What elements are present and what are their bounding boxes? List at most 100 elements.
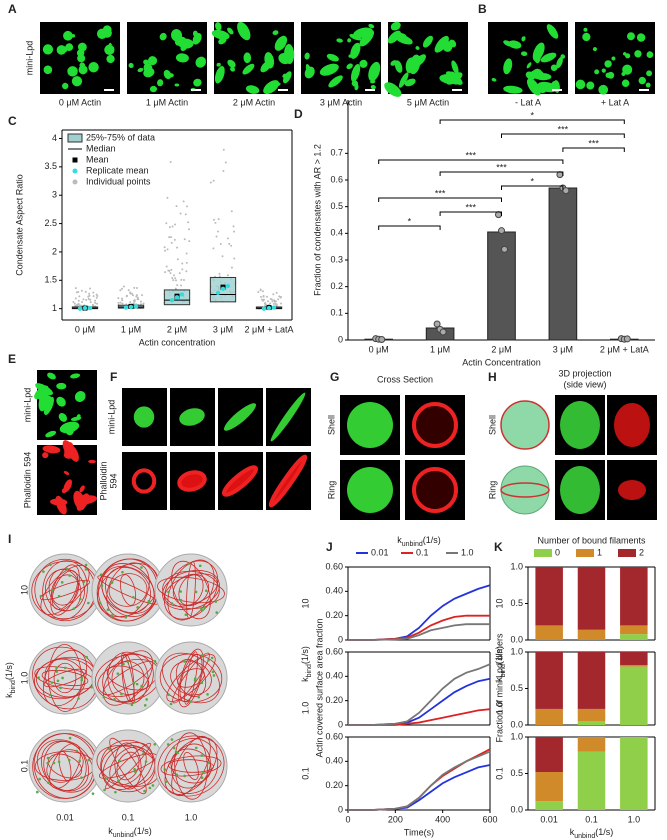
point-cloud bbox=[272, 302, 275, 305]
filament bbox=[106, 562, 150, 618]
significance-bracket bbox=[501, 185, 564, 190]
condensate bbox=[350, 42, 361, 59]
linker bbox=[104, 777, 108, 780]
replicate-point bbox=[433, 320, 441, 328]
replicate-point bbox=[623, 335, 631, 343]
x-tick-label: 2 μM + LatA bbox=[245, 324, 294, 334]
linker bbox=[170, 602, 174, 605]
replicate-point bbox=[378, 335, 386, 343]
simulation-sphere bbox=[91, 729, 165, 803]
condensate bbox=[326, 53, 339, 62]
y-tick-label: 0.4 bbox=[330, 228, 343, 238]
point-cloud bbox=[187, 221, 190, 224]
bar-segment bbox=[535, 708, 563, 725]
bar-segment bbox=[620, 567, 648, 626]
legend-swatch bbox=[72, 179, 78, 185]
significance-bracket bbox=[378, 225, 441, 230]
condensate bbox=[63, 471, 70, 475]
k-label: kbind(1/s) bbox=[494, 646, 506, 682]
filament bbox=[162, 652, 220, 704]
legend-title: Number of bound filaments bbox=[537, 535, 646, 545]
filament bbox=[101, 744, 155, 788]
linker bbox=[68, 736, 72, 740]
linker bbox=[39, 594, 43, 598]
k-sub: unbind bbox=[574, 833, 595, 840]
linker bbox=[136, 606, 139, 609]
replicate-mean bbox=[87, 305, 93, 311]
x-tick-label: 600 bbox=[482, 814, 497, 824]
bar bbox=[548, 187, 578, 341]
linker bbox=[200, 754, 204, 757]
linker bbox=[175, 773, 179, 777]
significance-label: * bbox=[530, 176, 534, 186]
bar-segment bbox=[620, 666, 648, 725]
linker bbox=[55, 666, 58, 669]
k-sub: bind bbox=[306, 664, 313, 677]
condensate bbox=[350, 64, 361, 82]
filament bbox=[44, 658, 86, 698]
point-cloud bbox=[140, 300, 143, 303]
label: F bbox=[110, 370, 117, 384]
point-cloud bbox=[165, 265, 168, 268]
y-tick-label: 0.5 bbox=[510, 683, 523, 693]
point-cloud bbox=[222, 170, 225, 173]
linker bbox=[49, 563, 52, 567]
linker bbox=[200, 607, 203, 610]
condensate bbox=[79, 485, 85, 493]
point-cloud bbox=[172, 279, 175, 282]
condensate bbox=[422, 35, 433, 48]
condensate bbox=[534, 73, 552, 81]
linker bbox=[142, 752, 145, 755]
condensate bbox=[336, 38, 343, 43]
linker bbox=[201, 653, 204, 657]
condensate bbox=[503, 40, 513, 47]
point-cloud bbox=[273, 300, 276, 303]
linker bbox=[36, 790, 39, 794]
point-cloud bbox=[80, 304, 83, 307]
k-unit: (1/s) bbox=[494, 646, 504, 664]
linker bbox=[79, 597, 82, 601]
filament bbox=[164, 737, 218, 795]
label: Cross Section bbox=[377, 374, 433, 384]
point-cloud bbox=[181, 268, 184, 271]
label: 2 μM Actin bbox=[233, 97, 275, 107]
label: 0.01 bbox=[56, 812, 74, 822]
point-cloud bbox=[72, 301, 75, 304]
series-line bbox=[348, 663, 491, 726]
point-cloud bbox=[175, 279, 178, 282]
point-cloud bbox=[221, 255, 224, 258]
filament bbox=[109, 737, 147, 795]
condensate bbox=[43, 396, 55, 416]
linker bbox=[110, 614, 114, 617]
point-cloud bbox=[233, 257, 236, 260]
bar-segment bbox=[535, 652, 563, 709]
label: mini-Lpd bbox=[106, 400, 116, 435]
filament bbox=[157, 735, 225, 797]
point-cloud bbox=[228, 242, 231, 245]
replicate-mean bbox=[128, 304, 134, 310]
micrograph bbox=[122, 452, 167, 510]
replicate-mean bbox=[77, 306, 83, 311]
point-cloud bbox=[262, 299, 265, 302]
y-tick-label: 0.60 bbox=[325, 561, 343, 571]
significance-label: *** bbox=[496, 162, 507, 172]
linker bbox=[170, 738, 174, 741]
condensate bbox=[245, 85, 260, 94]
condensate bbox=[106, 54, 115, 64]
linker bbox=[118, 759, 121, 762]
point-cloud bbox=[163, 246, 166, 249]
bar-segment bbox=[577, 737, 606, 752]
point-cloud bbox=[85, 299, 88, 302]
legend-label: 1.0 bbox=[461, 547, 474, 557]
k: k bbox=[397, 535, 402, 545]
k-label: kunbind(1/s) bbox=[570, 827, 614, 839]
filament bbox=[178, 574, 204, 606]
condensate bbox=[521, 36, 526, 42]
point-cloud bbox=[169, 161, 172, 164]
point-cloud bbox=[82, 298, 85, 301]
replicate-mean bbox=[225, 283, 231, 289]
condensate bbox=[395, 32, 407, 39]
point-cloud bbox=[277, 298, 280, 301]
actin-shell bbox=[412, 467, 458, 513]
condensate bbox=[415, 46, 420, 50]
